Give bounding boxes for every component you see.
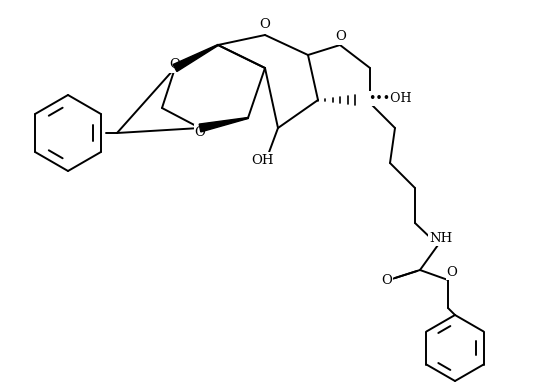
Text: O: O: [381, 273, 393, 287]
Text: OH: OH: [251, 154, 273, 167]
Text: NH: NH: [430, 231, 452, 244]
Polygon shape: [199, 118, 248, 132]
Text: •••OH: •••OH: [368, 91, 412, 104]
Text: O: O: [194, 126, 206, 138]
Text: O: O: [170, 59, 180, 72]
Text: O: O: [260, 18, 270, 32]
Polygon shape: [173, 45, 218, 72]
Text: O: O: [446, 265, 458, 278]
Text: O: O: [335, 30, 347, 43]
